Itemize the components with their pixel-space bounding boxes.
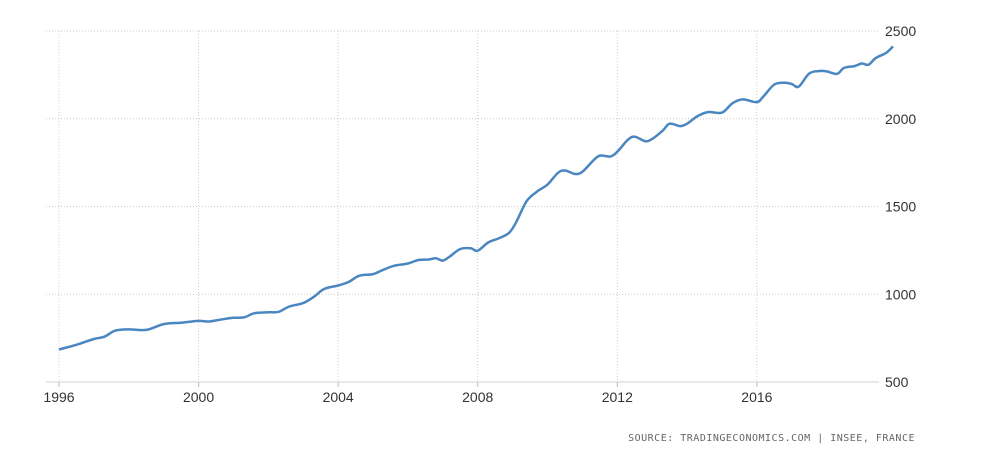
series-line bbox=[58, 45, 894, 351]
x-tick-label: 2012 bbox=[602, 389, 633, 405]
y-tick-label: 1000 bbox=[885, 286, 916, 302]
source-credit: SOURCE: TRADINGECONOMICS.COM | INSEE, FR… bbox=[628, 433, 915, 444]
series-group bbox=[58, 45, 894, 351]
x-tick-label: 2008 bbox=[462, 389, 493, 405]
x-tick-label: 2000 bbox=[183, 389, 214, 405]
y-tick-label: 500 bbox=[885, 374, 909, 390]
x-axis-tick-labels: 1996 2000 2004 2008 2012 2016 bbox=[43, 389, 772, 405]
x-tick-label: 2004 bbox=[323, 389, 354, 405]
y-tick-label: 2500 bbox=[885, 23, 916, 39]
y-axis-tick-labels: 500 1000 1500 2000 2500 bbox=[885, 23, 916, 390]
y-tick-label: 2000 bbox=[885, 111, 916, 127]
gridlines bbox=[46, 30, 879, 387]
x-tick-label: 1996 bbox=[43, 389, 74, 405]
y-tick-label: 1500 bbox=[885, 199, 916, 215]
x-tick-label: 2016 bbox=[741, 389, 772, 405]
